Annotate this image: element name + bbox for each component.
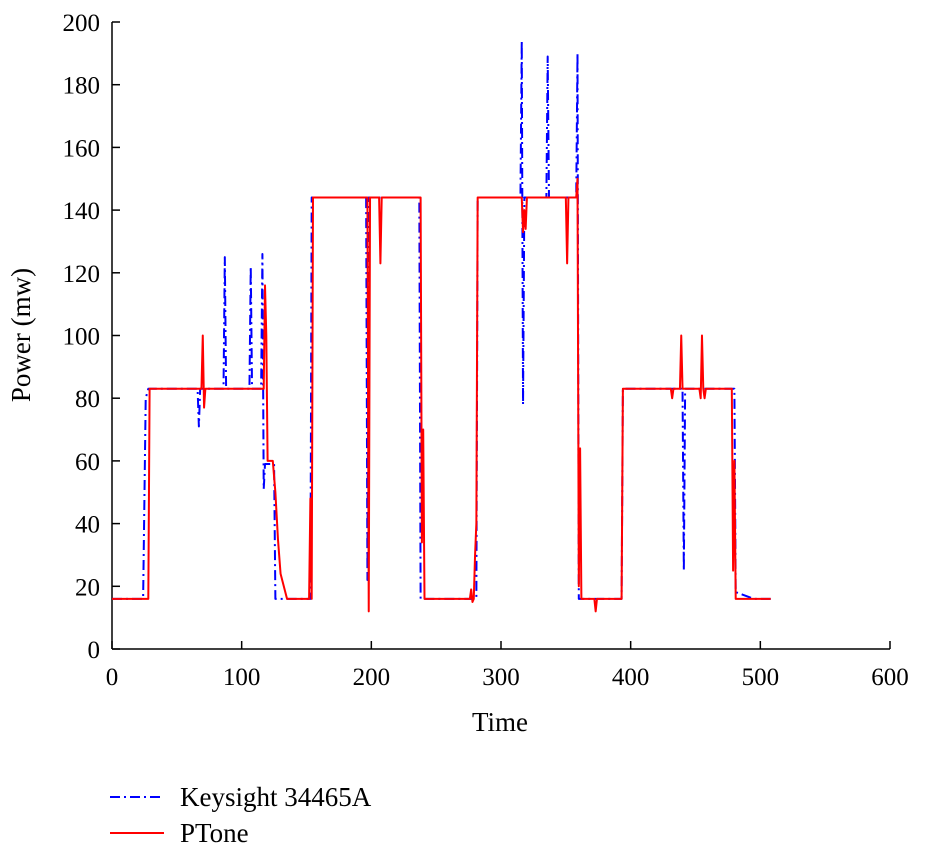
axes: [111, 22, 890, 650]
y-tick-label: 40: [75, 512, 100, 539]
series-line-keysight: [112, 39, 771, 600]
y-tick-label: 60: [75, 449, 100, 476]
y-axis-title: Power (mw): [6, 268, 36, 402]
y-tick-label: 120: [63, 261, 101, 288]
x-tick-label: 200: [353, 664, 391, 691]
x-tick-label: 400: [612, 664, 650, 691]
x-tick-label: 0: [106, 664, 119, 691]
y-tick-label: 20: [75, 574, 100, 601]
y-tick-label: 200: [63, 10, 101, 37]
series-layer: [112, 39, 771, 613]
x-tick-label: 600: [871, 664, 909, 691]
y-ticks: 0 20 40 60 80 100 120 140 160 180 200: [63, 10, 120, 664]
x-ticks: 0 100 200 300 400 500 600: [106, 641, 909, 691]
legend: Keysight 34465A PTone: [110, 782, 372, 848]
y-tick-label: 80: [75, 386, 100, 413]
y-tick-label: 140: [63, 198, 101, 225]
x-axis-title: Time: [472, 707, 528, 737]
x-tick-label: 300: [482, 664, 520, 691]
y-tick-label: 0: [88, 637, 101, 664]
legend-label: Keysight 34465A: [180, 782, 372, 812]
y-tick-label: 100: [63, 324, 101, 351]
y-tick-label: 160: [63, 135, 101, 162]
y-tick-label: 180: [63, 73, 101, 100]
legend-label: PTone: [180, 818, 249, 848]
x-tick-label: 500: [742, 664, 780, 691]
series-line-ptone: [112, 177, 771, 613]
x-tick-label: 100: [223, 664, 261, 691]
